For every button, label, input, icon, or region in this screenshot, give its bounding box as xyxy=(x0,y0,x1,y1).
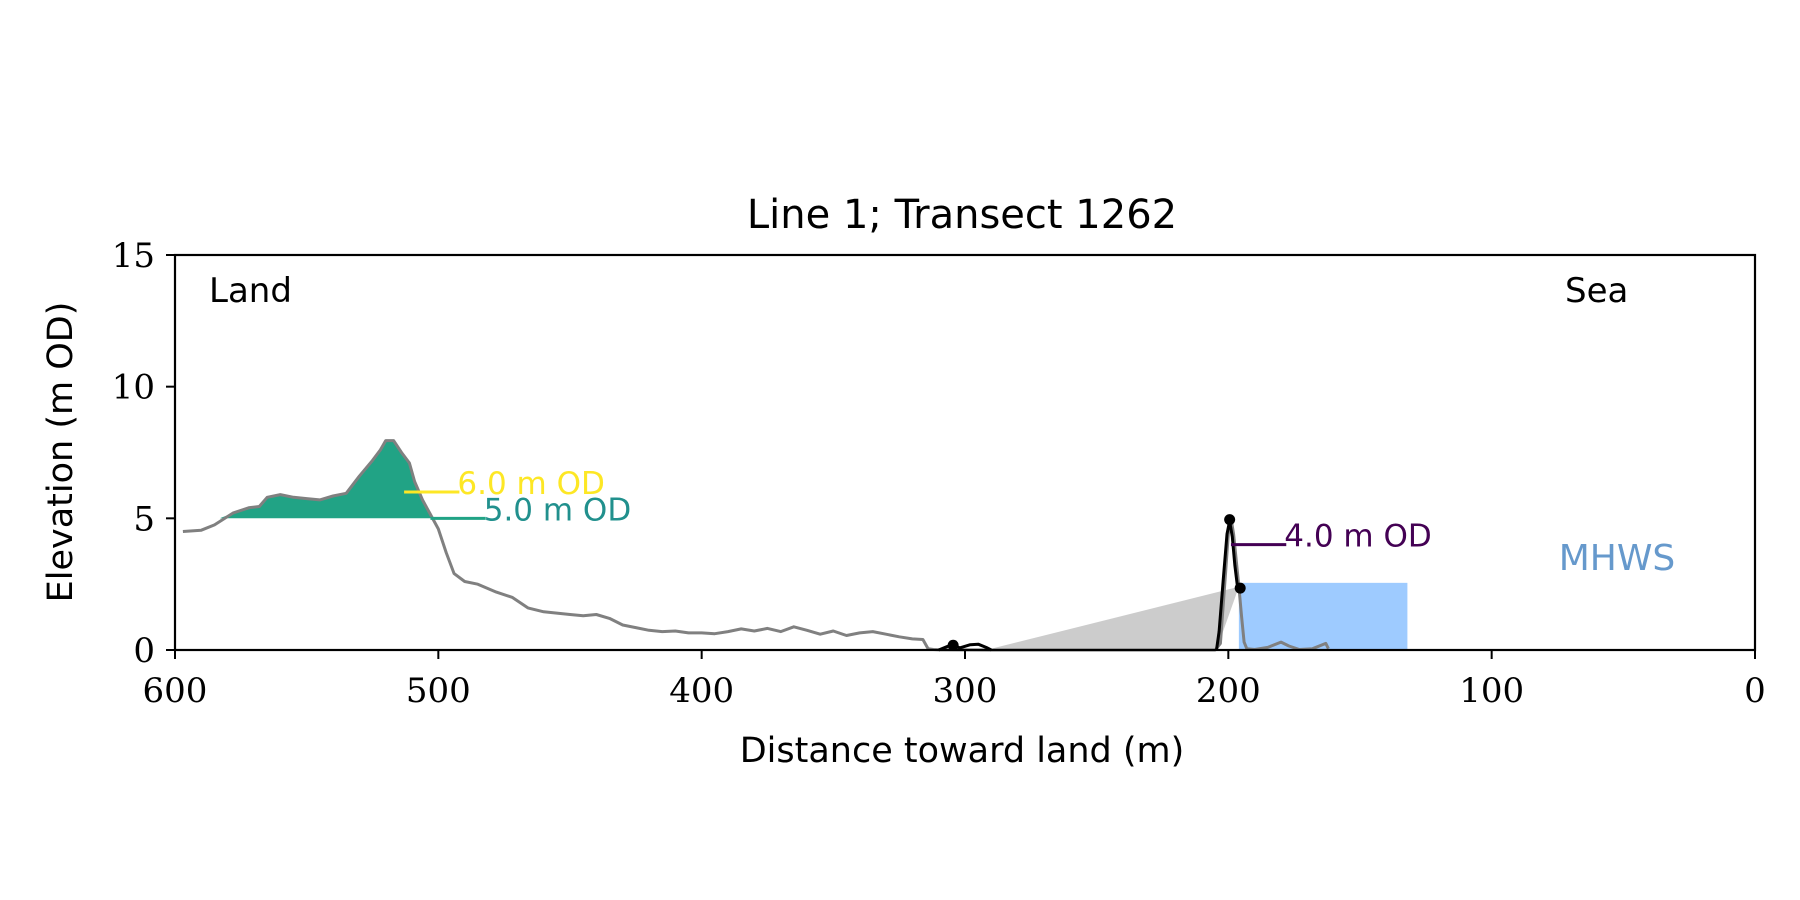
dune-crest-line xyxy=(1215,519,1239,651)
plot-frame xyxy=(173,253,1757,652)
elevation-fills xyxy=(219,440,1408,650)
y-tick-label-0: 0 xyxy=(133,631,155,671)
x-tick-label-2: 400 xyxy=(669,671,734,711)
x-tick-label-1: 500 xyxy=(406,671,471,711)
mhws-box xyxy=(1238,582,1408,650)
sea-label: Sea xyxy=(1565,271,1628,311)
x-tick-label-6: 0 xyxy=(1744,671,1766,711)
level-fill-1 xyxy=(219,440,434,519)
x-tick-label-3: 300 xyxy=(933,671,998,711)
axis-ticks: 600 500 400 300 200 100 0 0 5 10 15 xyxy=(112,236,1766,711)
y-tick-label-1: 5 xyxy=(133,499,155,539)
level-label-0: 6.0 m OD xyxy=(457,466,604,502)
land-label: Land xyxy=(209,271,292,311)
x-tick-label-5: 100 xyxy=(1459,671,1524,711)
dune-toe-line xyxy=(938,642,992,652)
dune-wedge xyxy=(986,586,1239,650)
mhws-label: MHWS xyxy=(1559,538,1676,579)
x-axis-label: Distance toward land (m) xyxy=(740,731,1185,771)
x-tick-label-0: 600 xyxy=(143,671,208,711)
y-axis-label: Elevation (m OD) xyxy=(41,302,81,603)
profile-lines xyxy=(182,439,1330,652)
x-tick-label-4: 200 xyxy=(1196,671,1261,711)
level-label-2: 4.0 m OD xyxy=(1284,519,1431,555)
y-tick-label-3: 15 xyxy=(112,236,155,276)
profile-point-2 xyxy=(947,639,959,651)
profile-point-1 xyxy=(1234,582,1246,594)
level-label-1: 5.0 m OD xyxy=(484,492,631,528)
profile-point-0 xyxy=(1224,514,1236,526)
chart-title: Line 1; Transect 1262 xyxy=(747,192,1177,238)
level-annotations: 6.0 m OD5.0 m OD 4.0 m OD xyxy=(404,466,1432,555)
y-tick-label-2: 10 xyxy=(112,368,155,408)
